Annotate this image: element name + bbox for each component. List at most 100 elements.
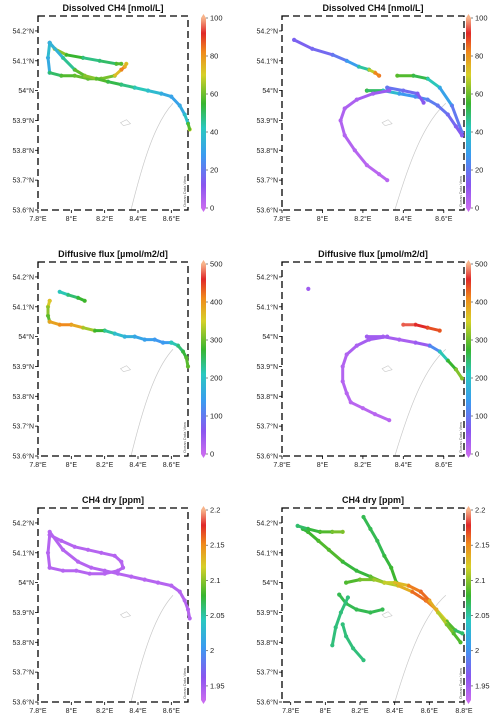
- coastline: [394, 595, 447, 703]
- track-segment: [339, 119, 347, 137]
- y-tick-label: 53.9°N: [257, 609, 278, 617]
- track-segment: [343, 98, 359, 110]
- track-segment: [89, 566, 107, 573]
- x-tick-label: 7.8°E: [282, 707, 300, 715]
- watermark: Ocean Data View: [182, 668, 187, 699]
- x-tick-label: 8.6°E: [435, 215, 453, 223]
- y-tick-label: 53.8°N: [257, 393, 278, 401]
- track-segment: [355, 569, 372, 579]
- track-segment: [372, 578, 386, 585]
- track-segment: [103, 329, 117, 336]
- coastline: [130, 103, 174, 211]
- panel-title: CH4 dry [ppm]: [342, 495, 404, 505]
- track-segment: [411, 74, 430, 81]
- x-tick-label: 8.6°E: [163, 215, 181, 223]
- track-segment: [446, 359, 458, 371]
- track-segment: [344, 634, 355, 650]
- track-segment: [183, 113, 190, 125]
- track-segment: [367, 335, 389, 342]
- y-tick-label: 54°N: [18, 579, 34, 587]
- track-segment: [385, 86, 405, 93]
- track-segment: [344, 602, 358, 611]
- track-segment: [48, 566, 65, 573]
- y-tick-label: 54.1°N: [13, 57, 34, 65]
- track-segment: [427, 599, 440, 614]
- x-tick-label: 8.4°E: [129, 707, 147, 715]
- y-tick-label: 53.9°N: [13, 117, 34, 125]
- y-tick-label: 53.8°N: [13, 393, 34, 401]
- track-segment: [454, 367, 464, 380]
- track-segment: [143, 578, 160, 585]
- track-segment: [46, 41, 52, 60]
- track-segment: [178, 590, 187, 602]
- y-tick-label: 54°N: [18, 333, 34, 341]
- y-tick-label: 53.9°N: [13, 609, 34, 617]
- colorbar-tick-label: 2.05: [475, 611, 490, 620]
- y-tick-label: 53.8°N: [257, 639, 278, 647]
- track-segment: [331, 53, 349, 63]
- track-segment: [401, 89, 419, 96]
- track-segment: [86, 548, 103, 555]
- track-segment: [339, 107, 347, 122]
- x-tick-label: 8.2°E: [354, 215, 372, 223]
- track-segment: [306, 527, 322, 534]
- track-segment: [81, 56, 102, 63]
- map-frame: [281, 261, 465, 457]
- track-segment: [334, 611, 343, 629]
- colorbar-tick-label: 20: [210, 166, 218, 175]
- track-segment: [357, 65, 371, 72]
- track-segment: [178, 104, 187, 116]
- colorbar-tick-label: 2.15: [475, 541, 490, 550]
- track-segment: [445, 622, 456, 635]
- track-segment: [438, 86, 454, 107]
- y-tick-label: 54.2°N: [13, 519, 34, 527]
- track-segment: [454, 124, 464, 137]
- map-panel: Diffusive flux [µmol/m2/d] 7.8°E 8°E 8.2°E 8…: [257, 249, 488, 469]
- colorbar-tick-label: 2: [210, 646, 214, 655]
- colorbar-top-arrow: [201, 260, 206, 264]
- track-segment: [416, 92, 426, 105]
- track-segment: [453, 628, 464, 635]
- y-tick-label: 53.9°N: [13, 363, 34, 371]
- colorbar-tick-label: 500: [475, 260, 488, 269]
- track-segment: [99, 551, 117, 558]
- track-segment: [327, 548, 345, 564]
- track-segment: [133, 335, 147, 342]
- colorbar-tick-label: 0: [210, 204, 214, 213]
- x-tick-label: 7.8°E: [273, 461, 291, 469]
- track-segment: [183, 599, 190, 611]
- y-tick-label: 53.7°N: [13, 177, 34, 185]
- watermark: Ocean Data View: [458, 176, 463, 207]
- y-tick-label: 54°N: [18, 87, 34, 95]
- track-segment: [355, 608, 372, 614]
- track-segment: [159, 92, 173, 99]
- x-tick-label: 8°E: [66, 707, 78, 715]
- track-segment: [341, 379, 349, 395]
- track-segment: [428, 344, 442, 353]
- colorbar-bottom-arrow: [466, 454, 471, 458]
- panel-title: Diffusive flux [µmol/m2/d]: [318, 249, 428, 259]
- map-frame: [37, 507, 189, 703]
- colorbar-tick-label: 0: [475, 450, 479, 459]
- track-segment: [99, 74, 117, 81]
- map-panel: CH4 dry [ppm] 7.8°E 8°E 8.2°E 8.4°E 8.6°E 8.8°…: [257, 495, 490, 715]
- colorbar-tick-label: 2.15: [210, 541, 225, 550]
- track-segment: [344, 578, 362, 585]
- track-segment: [73, 545, 90, 552]
- track-segment: [355, 92, 375, 102]
- y-tick-label: 54°N: [262, 333, 278, 341]
- track-segment: [48, 320, 62, 327]
- track-segment: [156, 581, 173, 588]
- y-tick-label: 53.7°N: [13, 669, 34, 677]
- track-segment: [46, 56, 52, 75]
- y-tick-label: 54.1°N: [13, 303, 34, 311]
- x-tick-label: 8.2°E: [96, 707, 114, 715]
- island-outline: [381, 365, 393, 373]
- track-segment: [345, 344, 359, 356]
- x-tick-label: 8.2°E: [96, 461, 114, 469]
- colorbar: [466, 18, 471, 208]
- watermark: Ocean Data View: [182, 422, 187, 453]
- track-segment: [48, 71, 63, 78]
- colorbar-top-arrow: [466, 506, 471, 510]
- track-segment: [365, 163, 381, 176]
